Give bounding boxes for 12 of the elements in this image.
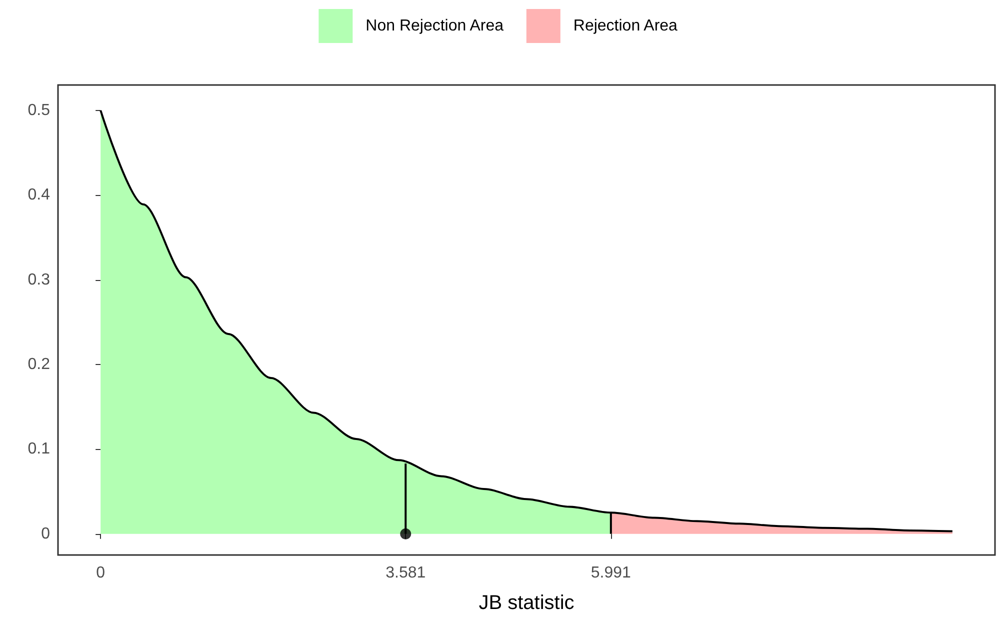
legend-label: Rejection Area [573, 18, 678, 34]
y-tick-label: 0.2 [28, 356, 50, 373]
y-tick-label: 0.5 [28, 102, 50, 119]
y-tick-label: 0.1 [28, 440, 50, 458]
x-axis-title: JB statistic [478, 592, 574, 614]
y-tick-label: 0 [41, 525, 50, 542]
legend-label: Non Rejection Area [366, 18, 504, 34]
y-tick-label: 0.4 [28, 186, 50, 204]
y-tick-label: 0.3 [28, 271, 50, 288]
x-tick-label: 0 [96, 564, 106, 582]
x-tick-label: 3.581 [386, 564, 426, 582]
x-tick-label: 5.991 [590, 564, 632, 582]
